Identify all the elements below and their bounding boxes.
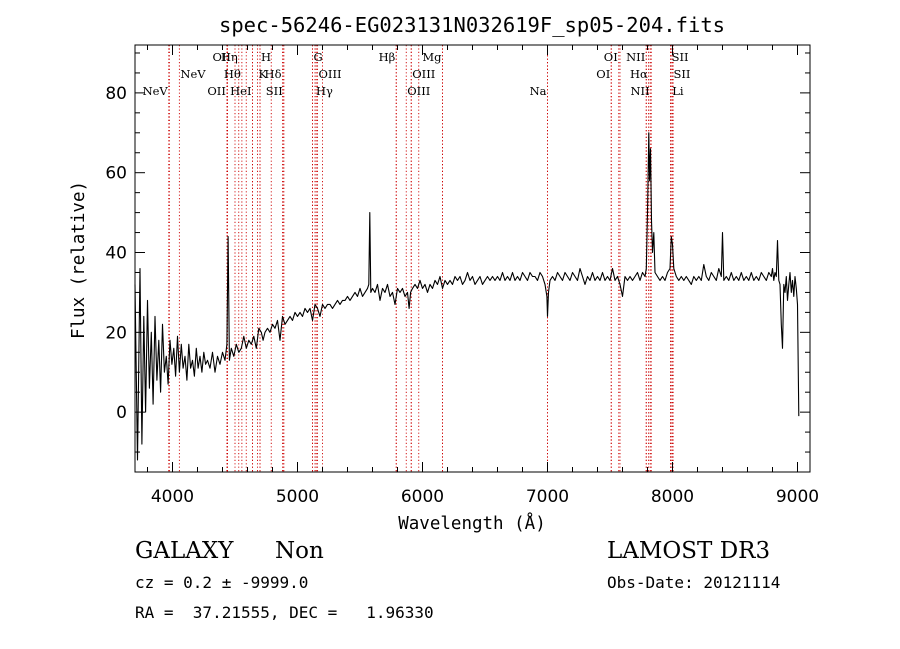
plot-frame [134,44,811,473]
line-label: NeV [143,84,169,98]
line-label: OI [604,50,618,64]
line-label: Hα [630,67,648,81]
object-class: GALAXY [135,538,234,564]
observation-date: Obs-Date: 20121114 [607,573,781,592]
series-line-spectrum [134,132,800,461]
line-label: NII [626,50,645,64]
line-label: OIII [407,84,430,98]
y-tick-label: 20 [105,323,127,343]
x-ticks: 4000 5000 6000 7000 8000 9000 [147,45,819,507]
x-tick-label: 5000 [276,487,319,507]
line-label: OI [213,50,227,64]
line-label: K [259,67,268,81]
x-tick-label: 8000 [651,487,694,507]
plot-axes [134,44,811,473]
line-label: Hδ [265,67,282,81]
line-label: H [261,50,271,64]
line-label: Hγ [316,84,333,98]
ra-dec: RA = 37.21555, DEC = 1.96330 [135,603,434,622]
y-axis-label: Flux (relative) [69,181,89,339]
line-label: SII [672,50,689,64]
line-label: OI [596,67,610,81]
y-tick-label: 0 [116,403,127,423]
y-tick-label: 80 [105,84,127,104]
object-subclass: Non [275,538,324,564]
line-label: OIII [319,67,342,81]
spectral-line-markers [168,45,674,472]
x-tick-label: 9000 [776,487,819,507]
line-label: Hη [221,50,238,64]
x-tick-label: 6000 [401,487,444,507]
line-label: Li [672,84,684,98]
line-label: OIII [412,67,435,81]
spectral-line-labels: NeVNeVOIIOIHηHθHeIHKHδSIIGOIIIHγHβOIIIOI… [143,50,691,98]
x-axis-label: Wavelength (Å) [398,512,546,534]
line-label: Na [530,84,547,98]
line-label: SII [266,84,283,98]
y-tick-label: 60 [105,164,127,184]
line-label: OII [207,84,226,98]
y-ticks: 0 20 40 60 80 [105,52,810,453]
x-tick-label: 4000 [151,487,194,507]
line-label: G [314,50,323,64]
line-label: Hθ [224,67,241,81]
chart-title: spec-56246-EG023131N032619F_sp05-204.fit… [219,13,725,37]
x-tick-label: 7000 [526,487,569,507]
spectrum-series [134,132,800,461]
redshift-cz: cz = 0.2 ± -9999.0 [135,573,309,592]
line-label: NII [630,84,649,98]
line-label: HeI [230,84,251,98]
line-label: NeV [180,67,206,81]
line-label: SII [674,67,691,81]
y-tick-label: 40 [105,244,127,264]
line-label: Hβ [379,50,396,64]
survey-name: LAMOST DR3 [607,538,771,564]
line-label: Mg [422,50,442,64]
